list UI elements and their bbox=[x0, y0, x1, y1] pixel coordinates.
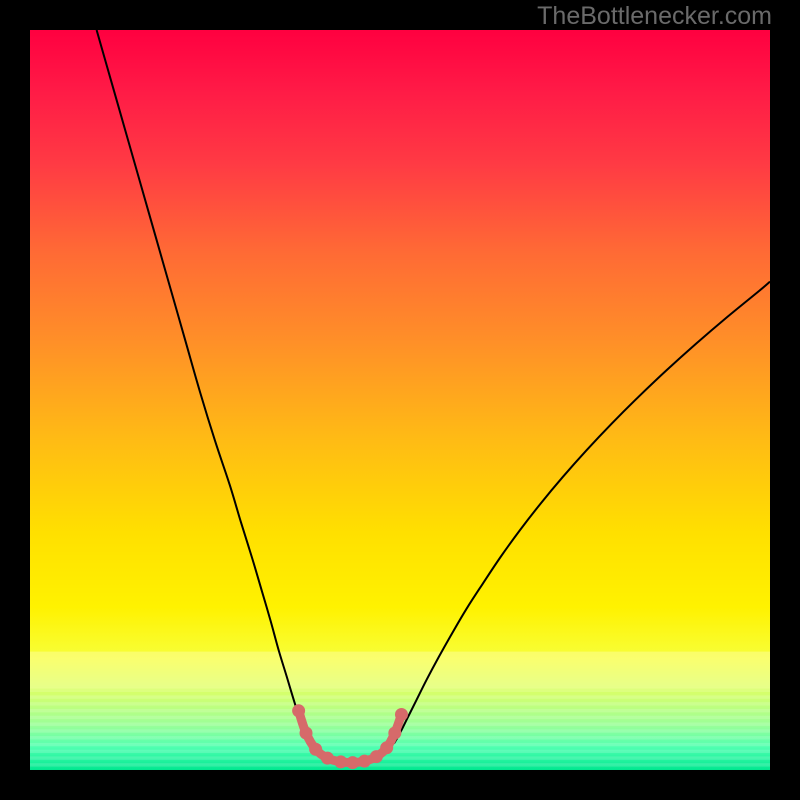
optimal-range-marker bbox=[292, 704, 305, 717]
optimal-range-marker bbox=[334, 755, 347, 768]
optimal-range-marker bbox=[395, 708, 408, 721]
optimal-range-marker bbox=[370, 750, 383, 763]
optimal-range-marker bbox=[388, 727, 401, 740]
optimal-range-marker bbox=[380, 741, 393, 754]
chart-stage: TheBottlenecker.com bbox=[0, 0, 800, 800]
optimal-range-marker bbox=[309, 743, 322, 756]
optimal-range-marker bbox=[300, 727, 313, 740]
optimal-range-marker bbox=[358, 755, 371, 768]
chart-svg bbox=[0, 0, 800, 800]
watermark-text: TheBottlenecker.com bbox=[537, 2, 772, 31]
optimal-range-marker bbox=[346, 756, 359, 769]
optimal-range-marker bbox=[321, 752, 334, 765]
